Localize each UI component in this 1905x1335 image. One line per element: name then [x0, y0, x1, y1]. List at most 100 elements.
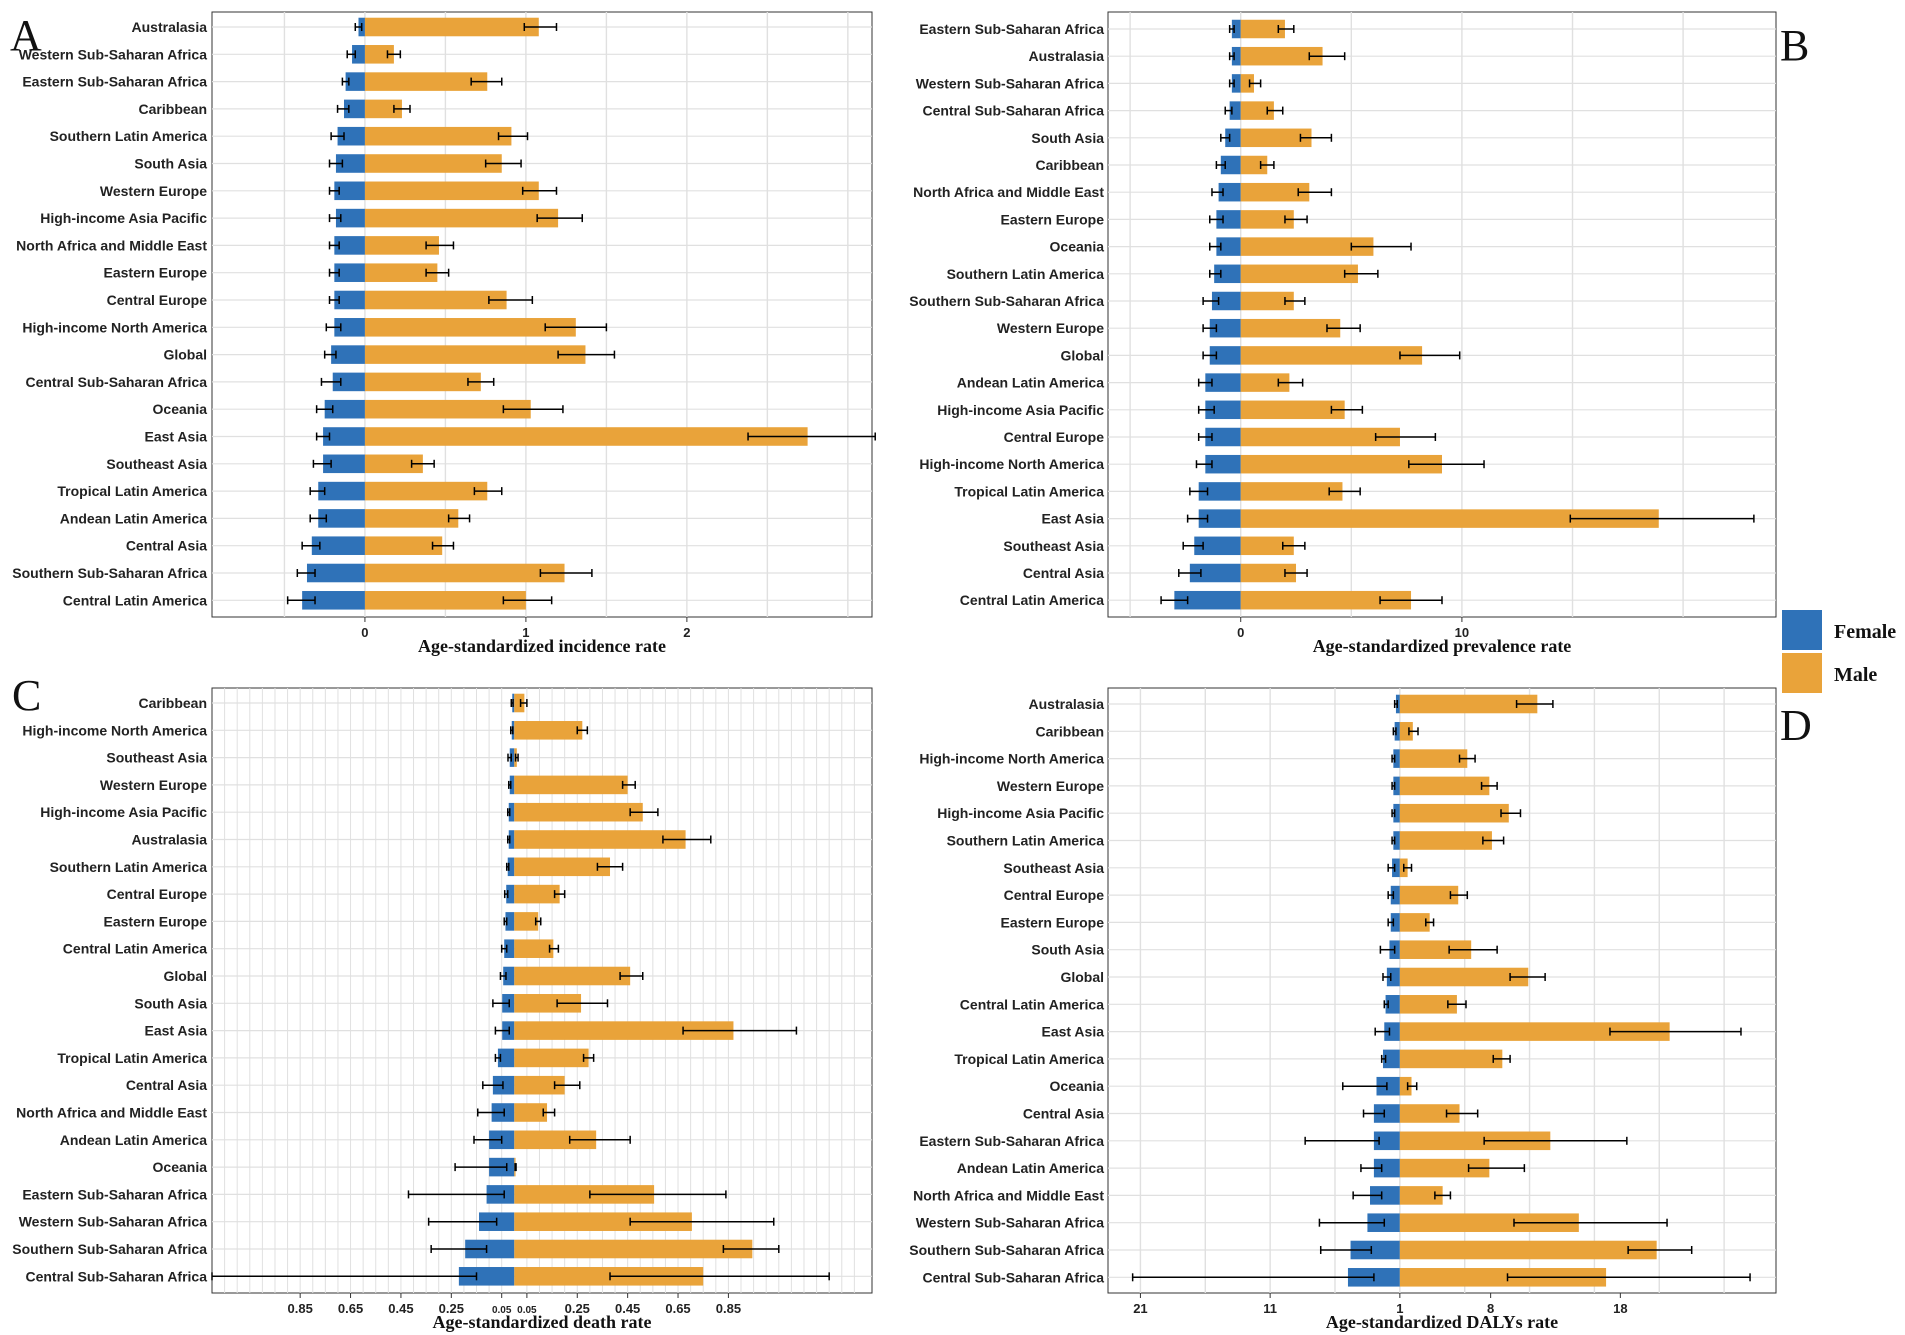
bar-male — [364, 126, 512, 146]
category-label: Central Asia — [1023, 1106, 1104, 1122]
bar-male — [1240, 536, 1294, 556]
category-label: Western Sub-Saharan Africa — [916, 1215, 1104, 1231]
category-label: Australasia — [132, 832, 208, 848]
category-label: Central Sub-Saharan Africa — [922, 103, 1104, 119]
bar-male — [1399, 803, 1509, 823]
category-label: High-income Asia Pacific — [40, 804, 207, 820]
x-tick-label: 0.45 — [388, 1301, 413, 1316]
x-axis-title: Age-standardized prevalence rate — [1313, 636, 1572, 656]
bar-male — [364, 236, 439, 255]
category-label: High-income North America — [919, 456, 1104, 472]
bar-male — [364, 481, 488, 501]
category-label: Central Sub-Saharan Africa — [25, 1268, 207, 1284]
x-tick-label: 11 — [1263, 1301, 1277, 1316]
bar-female — [332, 372, 365, 392]
bar-female — [1390, 913, 1400, 932]
category-label: High-income Asia Pacific — [937, 805, 1104, 821]
bar-male — [1240, 427, 1400, 447]
bar-male — [1399, 1131, 1551, 1151]
bar-female — [323, 454, 365, 474]
category-label: Central Latin America — [960, 996, 1104, 1012]
category-label: Oceania — [153, 401, 208, 417]
bar-male — [364, 509, 459, 528]
bar-male — [1240, 19, 1285, 39]
panel-c: Caribbean High-income North America Southe… — [12, 671, 873, 1332]
bar-male — [1399, 831, 1492, 850]
bar-female — [334, 318, 365, 337]
category-label: Central Europe — [107, 886, 208, 902]
bar-male — [514, 884, 560, 904]
x-tick-label: 1 — [522, 625, 529, 640]
bar-female — [509, 775, 515, 795]
category-label: Andean Latin America — [60, 510, 208, 526]
category-label: East Asia — [1041, 511, 1104, 527]
bar-male — [1240, 74, 1254, 93]
category-label: Tropical Latin America — [57, 483, 207, 499]
bar-female — [1198, 509, 1241, 528]
category-label: Central Asia — [126, 538, 207, 554]
category-label: East Asia — [144, 1023, 207, 1039]
bar-male — [364, 427, 808, 446]
category-label: Global — [1060, 347, 1104, 363]
bar-female — [335, 208, 365, 228]
x-tick-label: 0.85 — [288, 1301, 313, 1316]
x-tick-label: 18 — [1613, 1301, 1627, 1316]
bar-male — [514, 1075, 565, 1095]
category-label: Oceania — [1050, 239, 1105, 255]
category-label: Australasia — [1029, 48, 1105, 64]
x-tick-label: 0.25 — [565, 1301, 590, 1316]
category-label: Global — [1060, 969, 1104, 985]
bar-female — [504, 939, 515, 958]
category-label: Australasia — [1029, 696, 1105, 712]
bar-male — [514, 994, 582, 1013]
category-label: Western Sub-Saharan Africa — [19, 46, 207, 62]
category-label: Southern Sub-Saharan Africa — [909, 293, 1104, 309]
category-label: Eastern Sub-Saharan Africa — [919, 1133, 1104, 1149]
bar-female — [1231, 46, 1241, 66]
legend-label-female: Female — [1834, 621, 1896, 643]
bar-male — [1399, 749, 1468, 768]
bar-male — [514, 693, 525, 713]
bar-male — [514, 1267, 704, 1286]
category-label: High-income North America — [22, 722, 207, 738]
category-label: Caribbean — [1036, 157, 1104, 173]
bar-male — [514, 1239, 753, 1259]
bar-female — [311, 536, 365, 555]
category-label: Southeast Asia — [106, 456, 207, 472]
category-label: East Asia — [1041, 1024, 1104, 1040]
bar-female — [318, 509, 365, 528]
bar-female — [1214, 264, 1241, 284]
bar-male — [1240, 182, 1310, 202]
category-label: Andean Latin America — [957, 1160, 1105, 1176]
bar-female — [334, 290, 365, 310]
category-label: Central Latin America — [960, 592, 1104, 608]
bar-female — [344, 99, 365, 119]
bar-female — [352, 45, 365, 64]
category-label: North Africa and Middle East — [16, 1105, 207, 1121]
bar-male — [1399, 1104, 1460, 1123]
category-label: Southern Latin America — [50, 859, 208, 875]
bar-male — [1399, 995, 1457, 1014]
x-tick-label: 0.05 — [492, 1305, 512, 1316]
bar-female — [1220, 155, 1241, 175]
category-label: North Africa and Middle East — [913, 1187, 1104, 1203]
category-label: Tropical Latin America — [954, 483, 1104, 499]
bar-male — [1399, 694, 1538, 714]
panel-b: Eastern Sub-Saharan Africa Australasia Wes… — [909, 11, 1809, 656]
bar-male — [364, 563, 565, 583]
bar-female — [503, 966, 515, 986]
bar-female — [1390, 885, 1400, 905]
category-label: Western Europe — [100, 183, 207, 199]
bar-male — [1399, 1213, 1579, 1232]
category-label: Global — [163, 968, 207, 984]
bar-female — [302, 591, 365, 610]
category-label: Central Sub-Saharan Africa — [25, 374, 207, 390]
x-tick-label: 10 — [1455, 625, 1469, 640]
bar-male — [364, 99, 402, 119]
plot-frame — [211, 11, 873, 618]
legend: Female Male — [1782, 610, 1896, 693]
bar-female — [1393, 831, 1400, 850]
panel-label: D — [1780, 701, 1812, 750]
bar-male — [514, 1212, 692, 1231]
bar-male — [364, 208, 559, 228]
